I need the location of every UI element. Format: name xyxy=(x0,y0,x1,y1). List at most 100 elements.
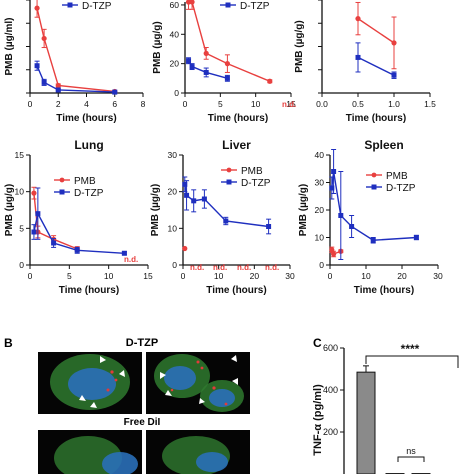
data-point-dtzp xyxy=(31,229,37,235)
bar xyxy=(356,371,376,474)
data-point-pmb xyxy=(355,16,361,22)
data-point-dtzp xyxy=(349,224,355,229)
legend-marker xyxy=(371,172,377,178)
legend-marker xyxy=(225,2,231,8)
x-axis-label: Time (hours) xyxy=(208,113,268,124)
legend-marker xyxy=(67,2,73,8)
chart-panel-3: 0 5 10 15 0 5 10 15 Time (hours) PMB (µg/g) Lung PM… xyxy=(4,138,153,296)
data-point-dtzp xyxy=(121,250,127,256)
nd-annotation: n.d. xyxy=(237,263,251,272)
y-tick-label: 0 xyxy=(319,260,324,270)
y-tick-label: 0 xyxy=(172,260,177,270)
data-point-dtzp xyxy=(266,224,272,229)
bar-chart-panel: 200 400 600 TNF-α (pg/ml) **** ns xyxy=(312,342,459,474)
y-tick-label: 40 xyxy=(315,150,325,160)
nd-annotation: n.d. xyxy=(190,263,204,272)
data-point-pmb xyxy=(391,40,397,46)
micro-title-free-dii: Free DiI xyxy=(124,417,161,428)
legend-marker xyxy=(371,184,377,190)
y-axis-label: PMB (µg/g) xyxy=(298,184,309,236)
y-tick-label: 20 xyxy=(168,187,178,197)
cell-nucleus xyxy=(209,389,235,407)
cell-nucleus xyxy=(68,368,116,400)
x-tick-label: 0 xyxy=(181,271,186,281)
data-point-dtzp xyxy=(391,72,397,78)
chart-title: Spleen xyxy=(364,138,403,152)
data-point-pmb xyxy=(267,78,273,84)
x-tick-label: 8 xyxy=(141,99,146,109)
data-point-dtzp xyxy=(329,185,335,191)
panel-label-b: B xyxy=(4,336,13,350)
x-tick-label: 1.5 xyxy=(424,99,436,109)
cell-nucleus xyxy=(102,452,138,474)
y-tick-label: 20 xyxy=(170,59,180,69)
data-point-dtzp xyxy=(223,218,229,224)
legend-label: D-TZP xyxy=(386,183,416,194)
x-tick-label: 5 xyxy=(218,99,223,109)
chart-title: Liver xyxy=(222,138,251,152)
legend-marker xyxy=(59,189,65,195)
legend-marker xyxy=(59,177,65,183)
significance-bracket xyxy=(365,355,459,368)
data-point-pmb xyxy=(41,35,47,42)
x-tick-label: 30 xyxy=(285,271,295,281)
micrograph-panel: D-TZP Free DiI xyxy=(38,337,250,474)
y-tick-label: 400 xyxy=(323,385,338,395)
cell-nucleus xyxy=(196,452,228,472)
x-tick-label: 15 xyxy=(286,99,296,109)
chart-panel-0: 0 2 4 6 8 Time (hours) PMB (µg/ml) D-TZP xyxy=(4,0,146,124)
y-axis-label: TNF-α (pg/ml) xyxy=(312,384,324,456)
x-tick-label: 10 xyxy=(361,271,371,281)
red-puncta xyxy=(106,360,228,406)
significance-label: ns xyxy=(406,446,416,456)
x-tick-label: 2 xyxy=(56,99,61,109)
x-axis-label: Time (hours) xyxy=(354,285,414,296)
data-point-dtzp xyxy=(331,169,337,174)
legend-label: D-TZP xyxy=(82,1,112,12)
chart-panel-4: 0 10 20 30 0 10 20 30 Time (hours) PMB (µg/g) Live… xyxy=(150,138,295,296)
data-point-pmb xyxy=(224,61,230,67)
data-point-dtzp xyxy=(182,181,188,187)
chart-panel-1: 0 5 10 15 0 20 40 60 Time (hours) PMB (µg/g) D-TZP… xyxy=(152,0,296,124)
y-axis-label: PMB (µg/g) xyxy=(150,184,161,236)
legend-marker xyxy=(226,179,232,185)
x-tick-label: 15 xyxy=(143,271,153,281)
y-tick-label: 60 xyxy=(170,0,180,10)
data-point-dtzp xyxy=(224,75,230,81)
y-tick-label: 10 xyxy=(168,223,178,233)
y-tick-label: 15 xyxy=(15,150,25,160)
legend-label: D-TZP xyxy=(241,178,271,189)
x-tick-label: 0 xyxy=(328,271,333,281)
x-tick-label: 10 xyxy=(214,271,224,281)
data-point-dtzp xyxy=(413,235,419,240)
nd-annotation: n.d. xyxy=(124,255,138,264)
legend-label: PMB xyxy=(386,171,408,182)
significance-label: **** xyxy=(401,342,420,356)
data-point-pmb xyxy=(203,50,209,56)
chart-panel-2: 0.0 0.5 1.0 1.5 Time (hours) PMB (µg/g) xyxy=(294,0,436,124)
y-tick-label: 0 xyxy=(174,88,179,98)
x-axis-label: Time (hours) xyxy=(56,113,116,124)
data-point-dtzp xyxy=(41,79,47,85)
legend-label: PMB xyxy=(241,166,263,177)
data-point-dtzp xyxy=(370,237,376,243)
data-point-dtzp xyxy=(184,192,190,198)
x-tick-label: 1.0 xyxy=(388,99,400,109)
x-tick-label: 5 xyxy=(67,271,72,281)
x-axis-label: Time (hours) xyxy=(59,285,119,296)
x-tick-label: 10 xyxy=(104,271,114,281)
y-tick-label: 5 xyxy=(19,223,24,233)
chart-title: Lung xyxy=(74,138,103,152)
data-point-pmb xyxy=(331,251,337,257)
y-tick-label: 20 xyxy=(315,205,325,215)
micro-title-dtzp: D-TZP xyxy=(126,337,158,349)
data-point-pmb xyxy=(189,0,195,5)
series-line-d-tzp xyxy=(36,65,115,93)
series-line-d-tzp xyxy=(357,56,395,76)
data-point-dtzp xyxy=(201,196,207,202)
nd-annotation: n.d. xyxy=(282,100,296,109)
y-tick-label: 10 xyxy=(315,233,325,243)
y-tick-label: 30 xyxy=(315,178,325,188)
cell-nucleus xyxy=(164,366,196,390)
x-tick-label: 0.0 xyxy=(316,99,328,109)
